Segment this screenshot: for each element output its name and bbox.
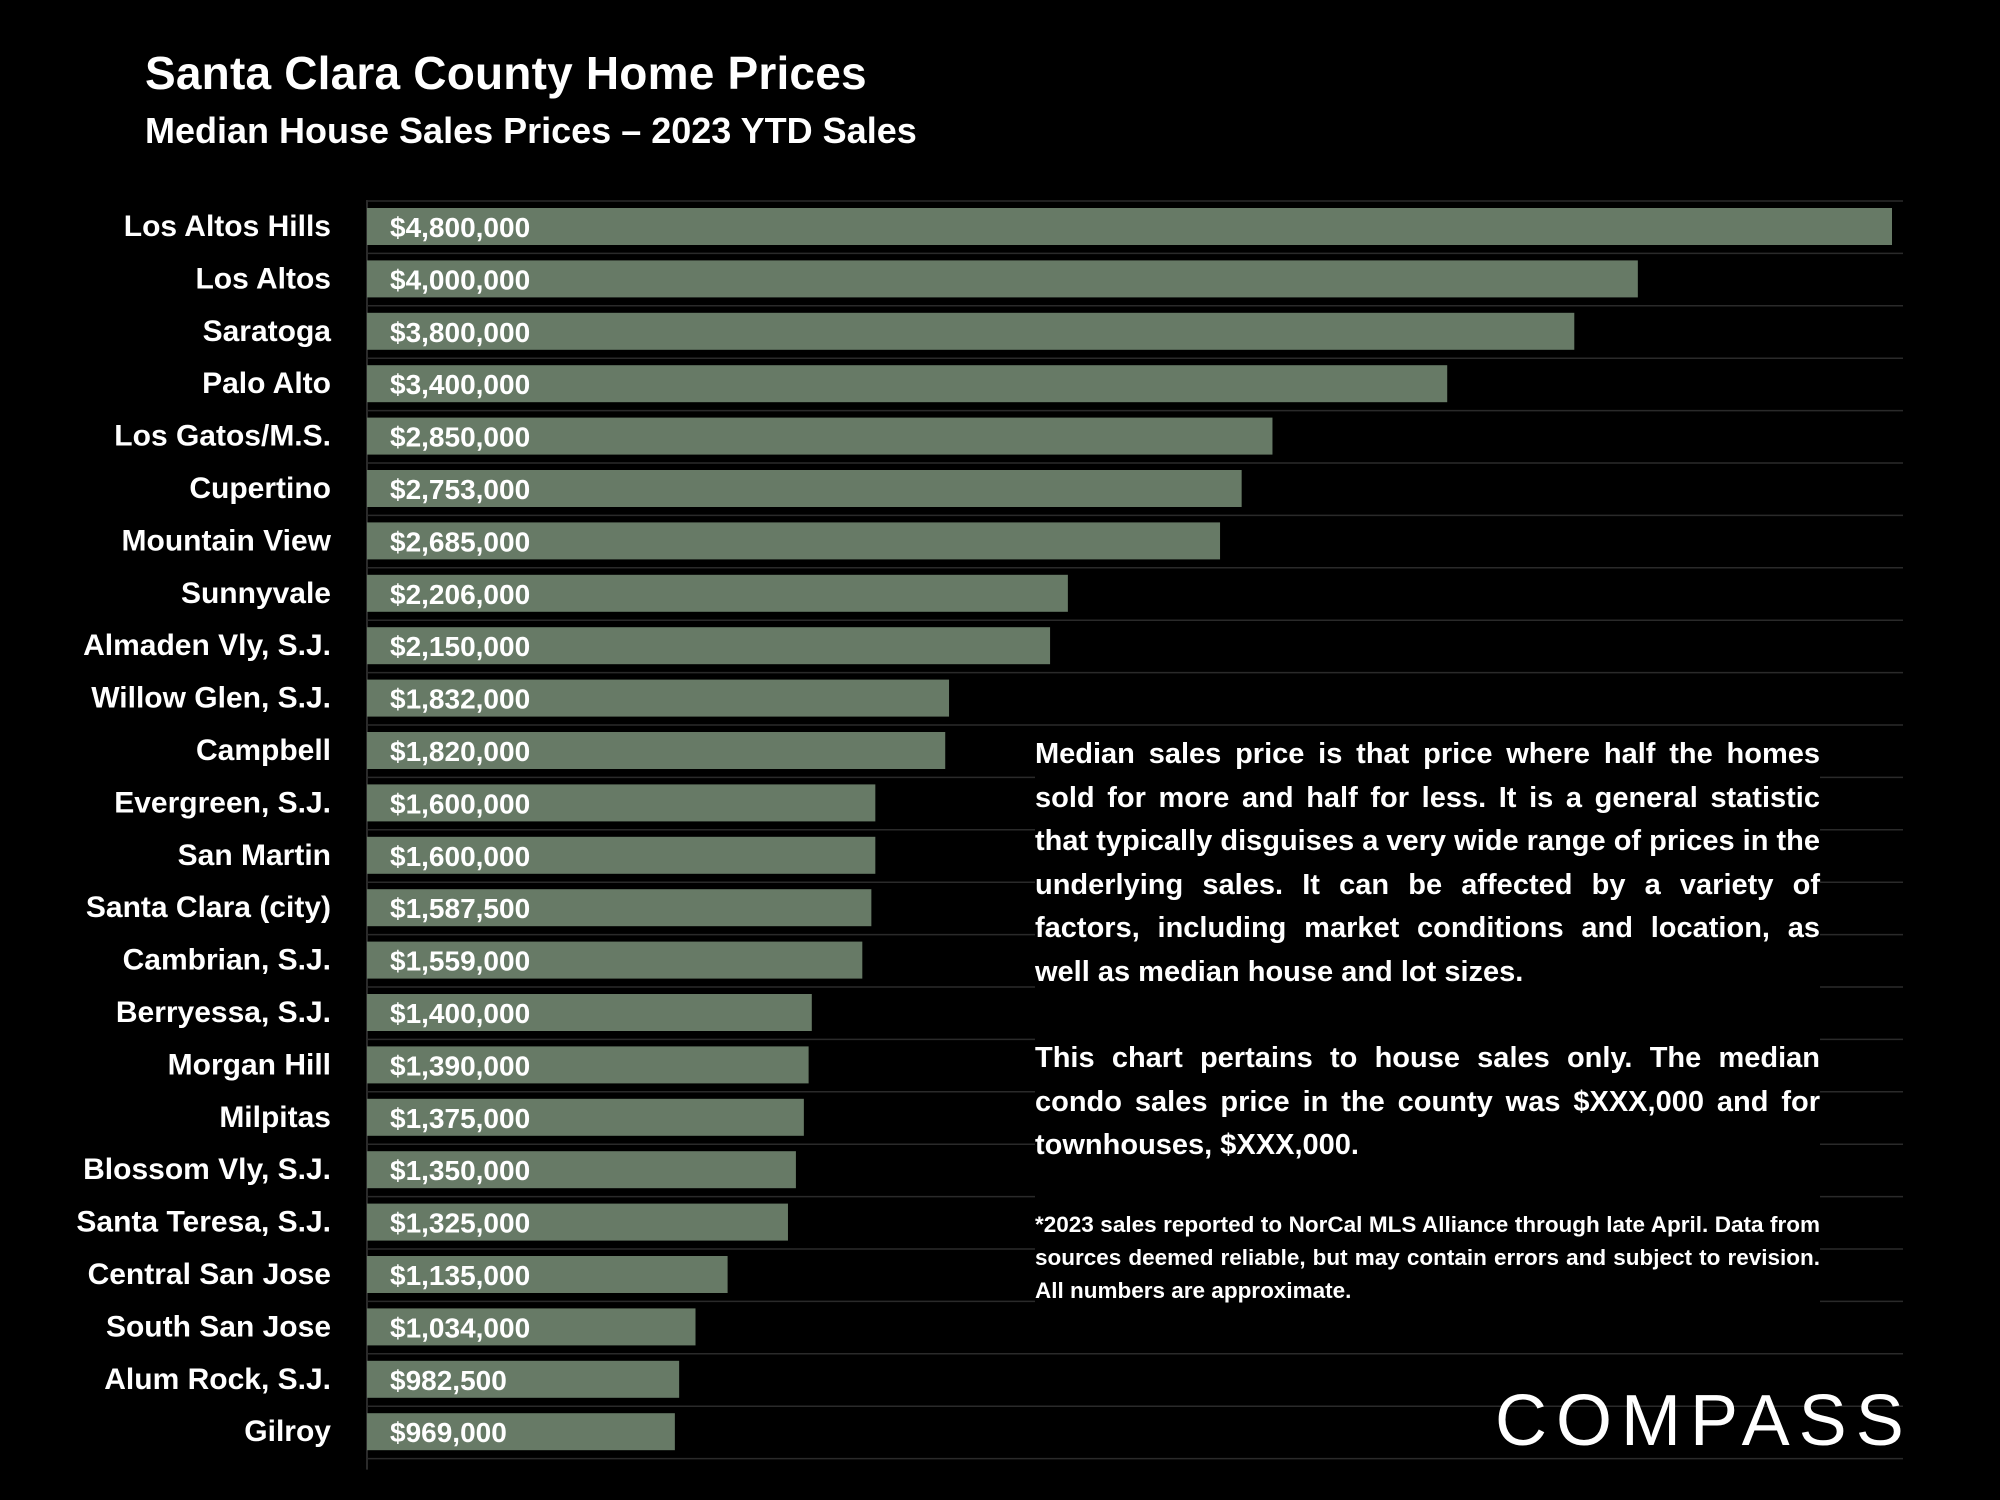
- bar: [367, 679, 950, 717]
- value-label: $4,000,000: [390, 264, 530, 295]
- value-label: $1,375,000: [390, 1103, 530, 1134]
- value-label: $4,800,000: [390, 212, 530, 243]
- value-label: $1,559,000: [390, 946, 530, 977]
- value-label: $1,350,000: [390, 1155, 530, 1186]
- page-title: Santa Clara County Home Prices: [145, 47, 867, 99]
- category-label: Milpitas: [219, 1101, 331, 1134]
- bar: [367, 994, 812, 1031]
- value-label: $1,400,000: [390, 998, 530, 1029]
- compass-logo: COMPASS: [1495, 1381, 1913, 1461]
- value-label: $2,150,000: [390, 631, 530, 662]
- category-label: Los Gatos/M.S.: [114, 420, 331, 453]
- bar: [367, 941, 863, 979]
- category-label: Campbell: [196, 734, 331, 767]
- category-label: Almaden Vly, S.J.: [83, 629, 331, 662]
- chart-value-labels: $4,800,000 $4,000,000 $3,800,000 $3,400,000…: [390, 212, 530, 1448]
- page-subtitle: Median House Sales Prices – 2023 YTD Sal…: [145, 110, 917, 151]
- value-label: $1,325,000: [390, 1208, 530, 1239]
- category-label: Alum Rock, S.J.: [104, 1363, 331, 1396]
- bar: [367, 1151, 796, 1189]
- category-label: Cupertino: [189, 472, 331, 505]
- explanatory-note: Median sales price is that price where h…: [1035, 733, 1820, 1307]
- value-label: $1,587,500: [390, 893, 530, 924]
- category-label: Blossom Vly, S.J.: [83, 1153, 331, 1186]
- value-label: $1,390,000: [390, 1050, 530, 1081]
- bar: [367, 365, 1448, 403]
- bar: [367, 1203, 788, 1241]
- value-label: $1,832,000: [390, 684, 530, 715]
- bar: [367, 784, 876, 822]
- category-label: San Martin: [178, 839, 331, 872]
- bar: [367, 417, 1273, 455]
- chart-bars: [367, 208, 1892, 1451]
- bar: [367, 836, 876, 874]
- bar: [367, 1308, 696, 1346]
- bar: [367, 470, 1242, 507]
- value-label: $982,500: [390, 1365, 507, 1396]
- category-label: Mountain View: [122, 524, 332, 557]
- bar: [367, 1413, 675, 1451]
- bar: [367, 1098, 804, 1136]
- category-label: Sunnyvale: [181, 577, 331, 610]
- bar: [367, 732, 946, 769]
- note-footnote: *2023 sales reported to NorCal MLS Allia…: [1035, 1211, 1820, 1303]
- value-label: $2,685,000: [390, 526, 530, 557]
- bar: [367, 1360, 680, 1398]
- chart-category-labels: Los Altos Hills Los Altos Saratoga Palo Alt…: [76, 210, 331, 1448]
- value-label: $3,400,000: [390, 369, 530, 400]
- bar: [367, 1046, 809, 1084]
- bar: [367, 627, 1051, 665]
- category-label: South San Jose: [106, 1310, 331, 1343]
- bar: [367, 312, 1575, 350]
- bar: [367, 260, 1638, 298]
- category-label: Saratoga: [203, 315, 332, 348]
- value-label: $3,800,000: [390, 317, 530, 348]
- category-label: Los Altos Hills: [124, 210, 331, 243]
- value-label: $1,135,000: [390, 1260, 530, 1291]
- category-label: Evergreen, S.J.: [114, 786, 331, 819]
- bar: [367, 208, 1892, 245]
- value-label: $1,820,000: [390, 736, 530, 767]
- value-label: $1,600,000: [390, 788, 530, 819]
- value-label: $1,034,000: [390, 1312, 530, 1343]
- bar: [367, 889, 872, 927]
- category-label: Willow Glen, S.J.: [91, 682, 331, 715]
- category-label: Santa Clara (city): [86, 891, 331, 924]
- value-label: $2,206,000: [390, 579, 530, 610]
- category-label: Berryessa, S.J.: [116, 996, 331, 1029]
- value-label: $2,753,000: [390, 474, 530, 505]
- category-label: Palo Alto: [202, 367, 331, 400]
- category-label: Santa Teresa, S.J.: [76, 1206, 331, 1239]
- note-paragraph-median: Median sales price is that price where h…: [1035, 738, 1820, 988]
- category-label: Los Altos: [195, 262, 331, 295]
- value-label: $969,000: [390, 1417, 507, 1448]
- category-label: Central San Jose: [88, 1258, 331, 1291]
- bar: [367, 522, 1221, 560]
- category-label: Morgan Hill: [168, 1048, 331, 1081]
- bar: [367, 1256, 728, 1293]
- note-paragraph-scope: This chart pertains to house sales only.…: [1035, 1042, 1820, 1161]
- bar: [367, 574, 1068, 612]
- value-label: $2,850,000: [390, 422, 530, 453]
- value-label: $1,600,000: [390, 841, 530, 872]
- category-label: Cambrian, S.J.: [123, 944, 331, 977]
- category-label: Gilroy: [244, 1415, 331, 1448]
